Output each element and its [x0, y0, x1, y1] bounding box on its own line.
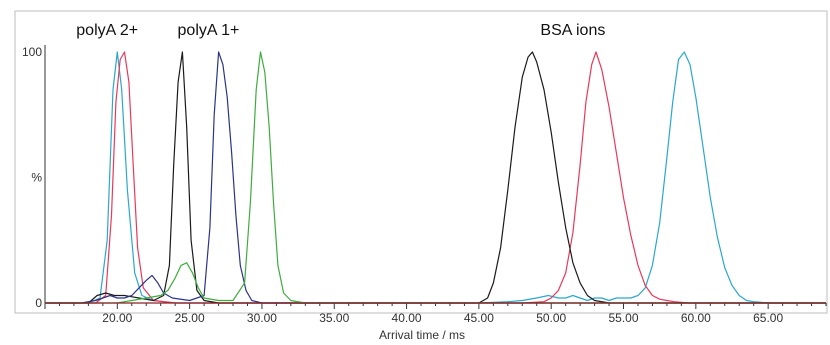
y-tick-label: 0: [35, 296, 42, 310]
plot-frame: [14, 10, 828, 314]
x-tick-label: 20.00: [102, 311, 132, 325]
x-tick-label: 25.00: [175, 311, 205, 325]
x-tick-label: 60.00: [681, 311, 711, 325]
x-axis-title: Arrival time / ms: [379, 328, 465, 342]
peak-annotations: polyA 2+ polyA 1+ BSA ions: [76, 22, 605, 39]
y-tick-label: 100: [22, 45, 42, 59]
x-tick-label: 45.00: [464, 311, 494, 325]
x-tick-label: 55.00: [609, 311, 639, 325]
x-tick-label: 40.00: [392, 311, 422, 325]
x-tick-label: 50.00: [536, 311, 566, 325]
x-axis-tick-labels: 20.00 25.00 30.00 35.00 40.00 45.00 50.00 55.00…: [102, 311, 783, 325]
y-tick-label: %: [31, 171, 42, 185]
series-line: [45, 51, 826, 304]
series-line: [45, 51, 826, 304]
series-line: [45, 51, 826, 304]
x-tick-label: 35.00: [319, 311, 349, 325]
x-axis-ticks: [44, 303, 827, 309]
peak-annotation: polyA 2+: [76, 22, 138, 39]
peak-annotation: BSA ions: [540, 22, 605, 39]
series-lines: [45, 51, 826, 304]
x-tick-label: 65.00: [753, 311, 783, 325]
y-axis-tick-labels: 0% 100: [22, 45, 42, 310]
x-tick-label: 30.00: [247, 311, 277, 325]
peak-annotation: polyA 1+: [178, 22, 240, 39]
series-line: [45, 51, 826, 304]
series-line: [45, 51, 826, 304]
